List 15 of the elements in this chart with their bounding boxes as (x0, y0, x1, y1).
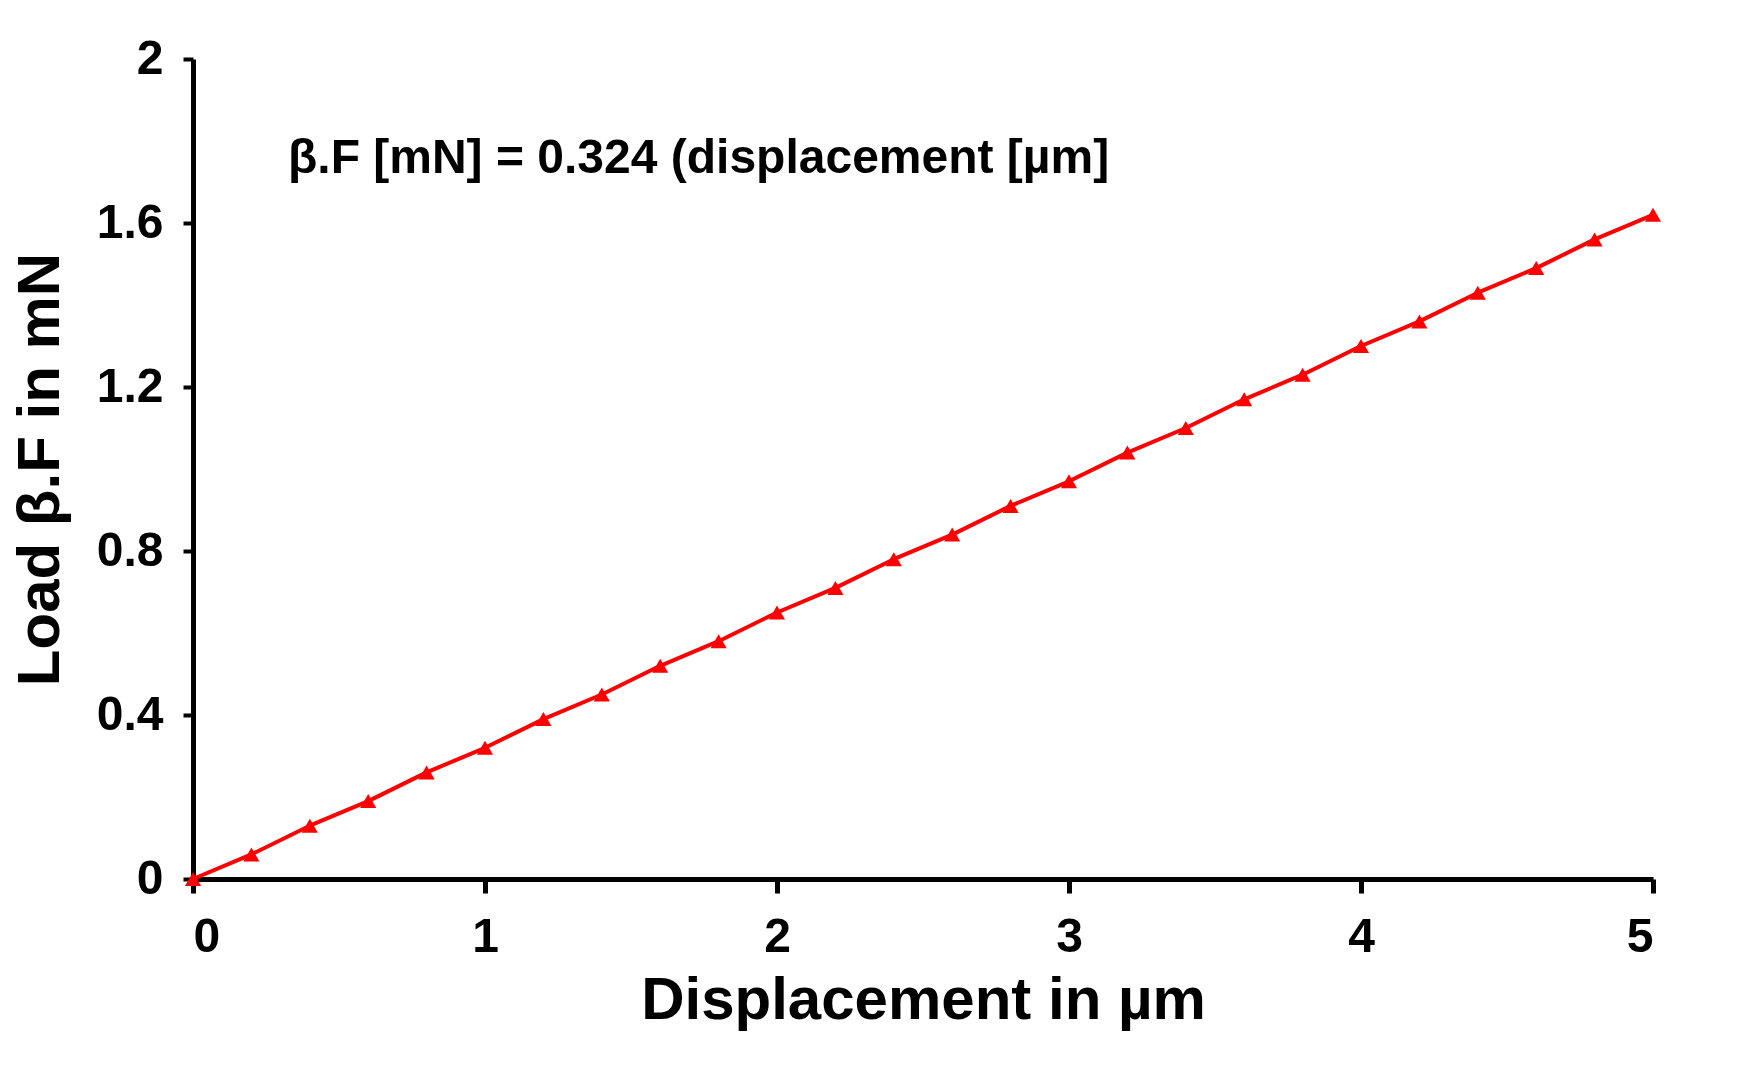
y-tick-label: 0.8 (96, 522, 164, 576)
x-tick-label: 5 (1626, 908, 1654, 962)
y-tick-label: 2 (136, 30, 164, 84)
y-tick-label: 1.2 (96, 358, 164, 412)
y-axis-title: Load β.F in mN (4, 252, 72, 687)
y-tick-label: 1.6 (96, 194, 164, 248)
x-tick-label: 1 (472, 908, 499, 962)
y-tick-label: 0.4 (96, 686, 164, 740)
x-tick-label: 2 (764, 908, 791, 962)
x-tick-label: 4 (1348, 908, 1376, 962)
y-tick-label: 0 (136, 850, 164, 904)
x-tick-label: 3 (1056, 908, 1083, 962)
annotation: β.F [mN] = 0.324 (displacement [µm] (288, 130, 1110, 183)
x-axis-title: Displacement in µm (641, 964, 1206, 1032)
x-tick-label: 0 (193, 908, 221, 962)
